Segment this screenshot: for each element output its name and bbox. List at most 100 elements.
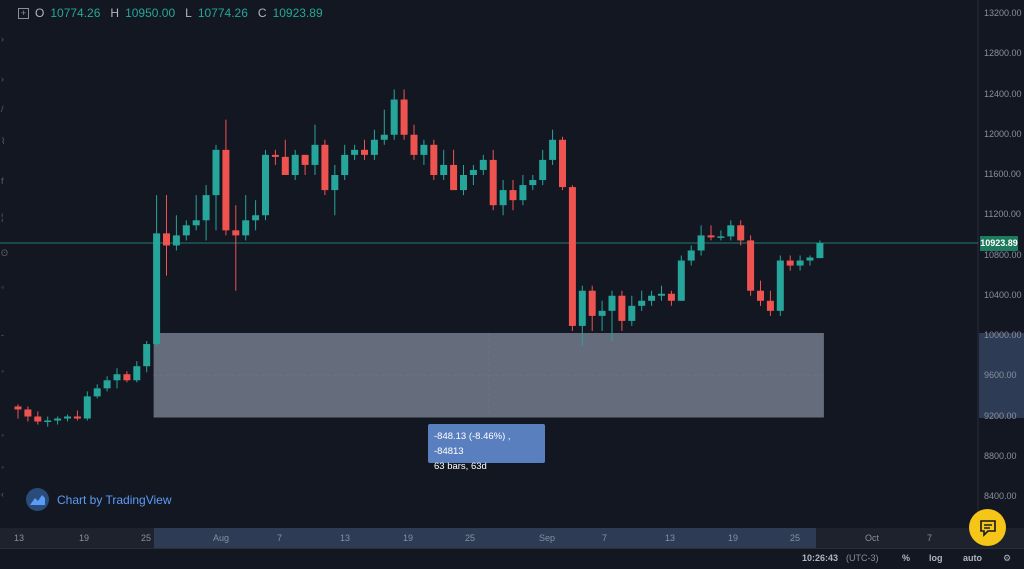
candle-down (301, 154, 309, 165)
time-tick-label: 19 (403, 533, 414, 543)
tool-icon[interactable]: ◦ (1, 366, 5, 376)
candle-down (786, 260, 794, 266)
candle-up (608, 295, 616, 311)
candle-up (172, 235, 180, 246)
candle-up (331, 175, 339, 191)
candle-up (796, 260, 804, 266)
high-value: 10950.00 (125, 6, 176, 20)
candle-up (341, 154, 349, 175)
candle-up (549, 139, 557, 160)
candle-up (806, 257, 814, 261)
candle-up (192, 220, 200, 226)
candle-up (54, 418, 62, 421)
measure-change-text: -848.13 (-8.46%) , -84813 (434, 431, 511, 457)
candle-down (737, 225, 745, 241)
candle-down (123, 374, 131, 381)
price-tick-label: 8400.00 (984, 491, 1017, 501)
price-tick-label: 8800.00 (984, 450, 1017, 461)
log-toggle[interactable]: log (929, 553, 943, 563)
candle-down (509, 190, 517, 201)
candle-up (212, 149, 220, 196)
tool-icon[interactable]: ◦ (1, 462, 5, 472)
price-tick-label: 13200.00 (984, 8, 1022, 18)
expand-icon[interactable]: + (18, 7, 29, 19)
candle-down (559, 139, 566, 188)
candle-up (816, 243, 824, 259)
candle-up (519, 185, 527, 201)
tradingview-brand[interactable]: Chart by TradingView (26, 488, 172, 511)
candle-up (390, 99, 398, 135)
time-tick-label: 13 (665, 533, 676, 543)
collapse-toolbar-icon[interactable]: ‹ (1, 489, 4, 499)
time-axis[interactable]: 131925Aug7131925Sep7131925Oct713 (0, 528, 1024, 548)
candle-down (667, 293, 675, 301)
candle-up (380, 134, 388, 140)
chat-icon (979, 519, 996, 537)
candle-up (440, 164, 448, 175)
candle-up (103, 380, 111, 389)
candle-down (34, 416, 42, 422)
candle-up (460, 175, 467, 191)
measure-bars-text: 63 bars, 63d (434, 461, 487, 472)
time-tick-label: 25 (465, 533, 476, 543)
settings-gear-icon[interactable]: ⚙ (1003, 553, 1012, 563)
tool-icon[interactable]: f (1, 176, 4, 186)
tool-icon[interactable]: ʘ (1, 248, 9, 258)
candle-down (618, 295, 626, 321)
close-label: C (257, 6, 267, 20)
candle-up (153, 233, 161, 345)
low-label: L (185, 6, 192, 20)
candle-up (64, 416, 71, 419)
tool-icon[interactable]: ◦ (1, 430, 5, 440)
time-tick-label: Oct (865, 533, 880, 543)
time-tick-label: Sep (539, 533, 556, 543)
candle-up (499, 190, 507, 206)
candle-up (529, 180, 537, 186)
candle-down (747, 240, 755, 291)
candle-up (697, 235, 705, 251)
candle-up (93, 388, 101, 397)
tool-icon[interactable]: › (1, 34, 4, 44)
candle-down (588, 290, 596, 316)
drawing-toolbar: › › / ⌇ f ¦ ʘ ◦ - ◦ ◦ ◦ ‹ (0, 0, 12, 528)
time-tick-label: 7 (602, 533, 608, 543)
candle-up (717, 236, 725, 238)
candle-up (648, 295, 656, 301)
tool-icon[interactable]: › (1, 74, 4, 84)
candle-up (539, 159, 547, 181)
candle-down (222, 149, 230, 231)
candle-up (182, 225, 190, 236)
timezone-label[interactable]: (UTC-3) (846, 553, 879, 563)
time-tick-label: 25 (790, 533, 801, 543)
price-axis-highlight (979, 333, 1024, 418)
candle-down (707, 235, 715, 238)
open-label: O (35, 6, 45, 20)
tool-icon[interactable]: ◦ (1, 282, 5, 292)
time-axis-highlight (154, 528, 816, 548)
chat-button[interactable] (969, 509, 1006, 546)
price-tick-label: 9600.00 (984, 370, 1017, 381)
tool-icon[interactable]: ⌇ (1, 136, 6, 146)
candle-up (143, 344, 151, 367)
status-bar: 10:26:43 (UTC-3) % log auto ⚙ (0, 548, 1024, 569)
price-tick-label: 12000.00 (984, 128, 1022, 139)
tool-icon[interactable]: ¦ (1, 212, 4, 222)
candle-up (687, 250, 695, 261)
ohlc-legend: + O 10774.26 H 10950.00 L 10774.26 C 10923.8… (18, 6, 327, 20)
percent-toggle[interactable]: % (902, 553, 911, 563)
auto-toggle[interactable]: auto (963, 553, 982, 563)
tool-icon[interactable]: - (1, 330, 4, 340)
candle-down (400, 99, 408, 135)
price-tick-label: 11600.00 (984, 169, 1021, 179)
candle-up (578, 290, 586, 326)
high-label: H (110, 6, 120, 20)
tool-icon[interactable]: / (1, 104, 4, 114)
time-tick-label: 13 (340, 533, 351, 543)
candle-up (242, 220, 250, 236)
candle-up (598, 310, 606, 316)
candle-up (469, 169, 477, 175)
price-tick-label: 9200.00 (984, 410, 1017, 421)
candle-up (727, 225, 735, 237)
